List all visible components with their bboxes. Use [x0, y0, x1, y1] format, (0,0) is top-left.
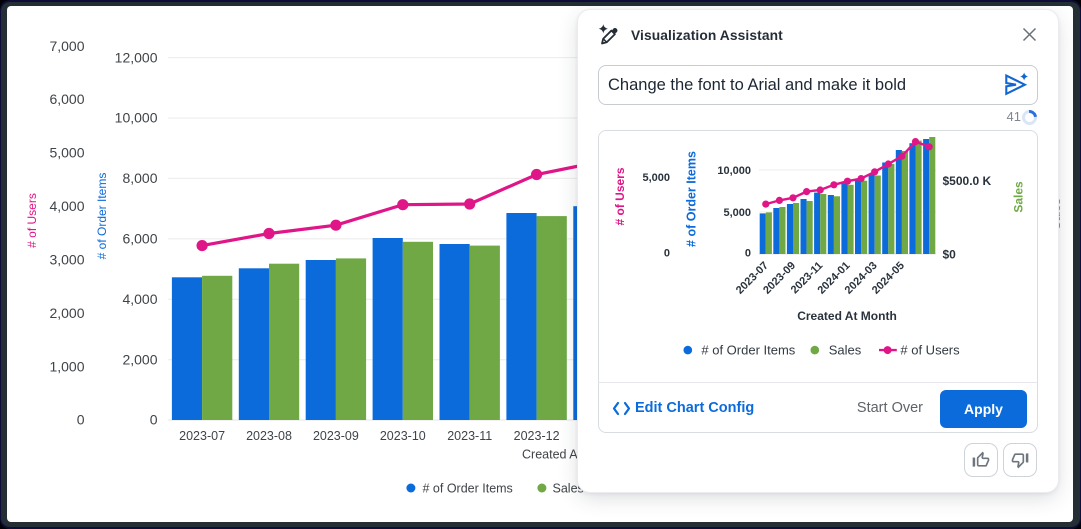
svg-text:# of Order Items: # of Order Items	[423, 482, 513, 496]
svg-text:# of Users: # of Users	[25, 193, 39, 248]
svg-text:4,000: 4,000	[49, 198, 84, 214]
svg-text:0: 0	[77, 412, 85, 428]
svg-text:8,000: 8,000	[122, 170, 157, 186]
svg-text:6,000: 6,000	[49, 91, 84, 107]
svg-text:# of Users: # of Users	[613, 167, 627, 225]
svg-text:3,000: 3,000	[49, 251, 84, 267]
svg-text:6,000: 6,000	[122, 231, 157, 247]
svg-text:10,000: 10,000	[717, 165, 751, 177]
svg-text:$0: $0	[943, 247, 957, 261]
svg-text:# of Order Items: # of Order Items	[701, 343, 795, 358]
svg-text:$500.0 K: $500.0 K	[943, 174, 992, 188]
svg-text:Created At Month: Created At Month	[797, 309, 897, 323]
svg-text:Sales: Sales	[829, 343, 862, 358]
svg-text:# of Users: # of Users	[900, 343, 960, 358]
svg-text:4,000: 4,000	[122, 291, 157, 307]
svg-text:5,000: 5,000	[49, 145, 84, 161]
svg-text:2,000: 2,000	[122, 351, 157, 367]
svg-text:2023-11: 2023-11	[447, 429, 492, 443]
svg-text:2023-08: 2023-08	[246, 429, 292, 443]
svg-text:5,000: 5,000	[642, 172, 670, 184]
svg-text:2023-12: 2023-12	[514, 429, 560, 443]
svg-text:# of Order Items: # of Order Items	[685, 151, 699, 247]
svg-text:2023-09: 2023-09	[313, 429, 359, 443]
svg-text:2023-07: 2023-07	[179, 429, 225, 443]
svg-text:10,000: 10,000	[115, 110, 158, 126]
svg-text:0: 0	[664, 247, 670, 259]
svg-text:2,000: 2,000	[49, 305, 84, 321]
svg-text:0: 0	[150, 412, 158, 428]
svg-text:12,000: 12,000	[115, 49, 158, 65]
svg-text:Sales: Sales	[553, 482, 584, 496]
svg-text:5,000: 5,000	[723, 207, 751, 219]
svg-text:7,000: 7,000	[49, 38, 84, 54]
svg-text:0: 0	[745, 247, 751, 259]
svg-text:# of Order Items: # of Order Items	[95, 173, 109, 260]
svg-text:Sales: Sales	[1012, 181, 1026, 213]
svg-text:1,000: 1,000	[49, 358, 84, 374]
svg-text:2023-10: 2023-10	[380, 429, 426, 443]
